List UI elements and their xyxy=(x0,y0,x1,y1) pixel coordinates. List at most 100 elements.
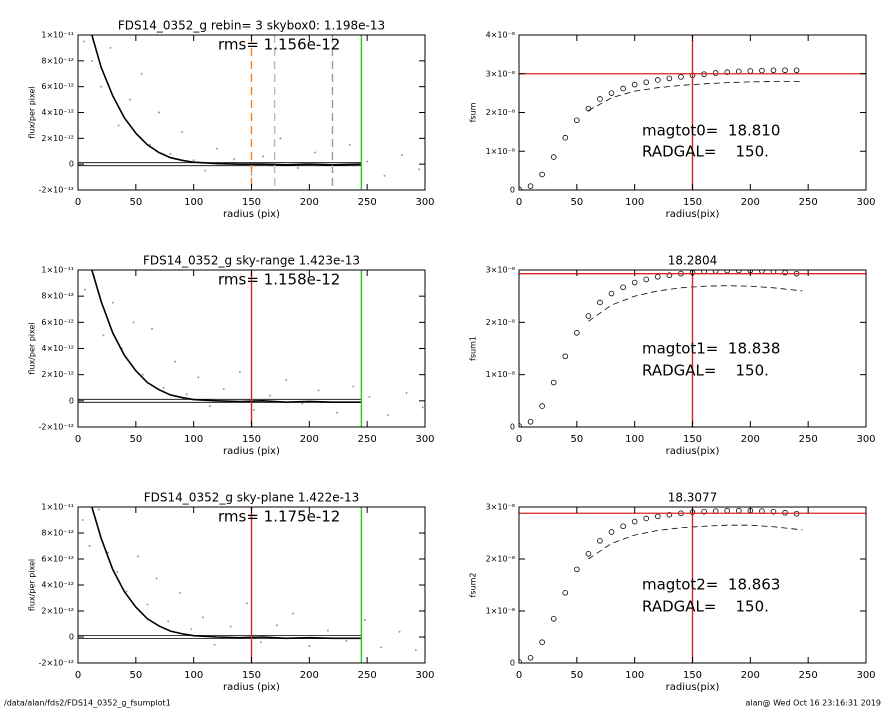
y-tick-label: 1×10⁻¹¹ xyxy=(41,31,74,40)
chart-title: 18.2804 xyxy=(668,254,718,268)
x-tick-label: 0 xyxy=(516,434,522,445)
scatter-point xyxy=(386,414,389,417)
x-tick-label: 0 xyxy=(75,670,81,681)
data-point xyxy=(608,90,615,96)
scatter-point xyxy=(185,393,188,396)
scatter-point xyxy=(151,327,154,330)
data-point xyxy=(620,284,626,291)
annotation: magtot0= 18.810 xyxy=(642,122,780,140)
data-point xyxy=(519,659,522,663)
data-point xyxy=(654,274,661,280)
scatter-point xyxy=(178,591,181,594)
y-tick-label: 4×10⁻¹² xyxy=(41,344,74,353)
y-tick-label: 4×10⁻¹² xyxy=(41,581,74,590)
scatter-point xyxy=(317,389,320,392)
annotation: magtot1= 18.838 xyxy=(642,340,780,358)
y-tick-label: 2×10⁻⁸ xyxy=(486,555,515,564)
plot-frame xyxy=(518,506,867,664)
data-point xyxy=(701,508,707,515)
x-tick-label: 200 xyxy=(741,670,760,681)
x-tick-label: 100 xyxy=(184,197,203,208)
x-axis-label: radius (pix) xyxy=(223,209,280,220)
x-tick-label: 100 xyxy=(184,670,203,681)
x-tick-label: 100 xyxy=(625,434,644,445)
data-point xyxy=(550,615,557,622)
scatter-point xyxy=(117,124,120,127)
data-point xyxy=(770,67,777,74)
y-tick-label: 0 xyxy=(510,659,515,668)
x-tick-label: 250 xyxy=(358,670,377,681)
x-tick-label: 200 xyxy=(741,197,760,208)
y-tick-label: 0 xyxy=(510,423,515,432)
plot-frame xyxy=(77,34,426,191)
profile-line xyxy=(91,35,362,166)
plot-frame xyxy=(77,506,426,664)
y-tick-label: 6×10⁻¹² xyxy=(41,555,74,564)
scatter-point xyxy=(215,147,218,150)
data-point xyxy=(585,313,592,319)
scatter-point xyxy=(162,386,165,389)
data-point xyxy=(666,75,673,82)
annotation: rms= 1.156e-12 xyxy=(218,36,340,54)
y-axis-label: flux/per pixel xyxy=(28,322,37,374)
scatter-point xyxy=(222,388,225,391)
y-tick-label: 4×10⁻⁸ xyxy=(486,31,515,40)
scatter-point xyxy=(192,159,195,162)
scatter-point xyxy=(204,169,207,172)
data-point xyxy=(562,353,569,360)
scatter-point xyxy=(259,641,262,644)
x-tick-label: 300 xyxy=(856,670,875,681)
plot-area xyxy=(78,35,421,190)
data-point xyxy=(678,74,684,80)
data-point xyxy=(574,566,580,573)
y-axis-label: flux/per pixel xyxy=(28,86,37,138)
scatter-point xyxy=(366,160,369,163)
y-tick-label: 2×10⁻¹² xyxy=(41,134,74,143)
scatter-point xyxy=(279,137,282,140)
data-point xyxy=(597,96,603,102)
x-tick-label: 300 xyxy=(415,670,434,681)
y-axis-label: fsum xyxy=(469,102,478,122)
scatter-point xyxy=(97,508,100,511)
x-tick-label: 50 xyxy=(570,670,583,681)
y-tick-label: 8×10⁻¹² xyxy=(41,56,74,65)
scatter-point xyxy=(100,85,103,88)
x-tick-label: 250 xyxy=(799,670,818,681)
x-tick-label: 0 xyxy=(75,434,81,445)
x-tick-label: 50 xyxy=(129,670,142,681)
data-point xyxy=(735,270,742,274)
x-tick-label: 150 xyxy=(242,434,261,445)
x-tick-label: 150 xyxy=(683,670,702,681)
x-tick-label: 300 xyxy=(856,197,875,208)
y-tick-label: 1×10⁻¹¹ xyxy=(41,266,74,275)
y-tick-label: 0 xyxy=(510,186,515,195)
data-point xyxy=(550,154,557,160)
data-point xyxy=(666,272,673,279)
x-tick-label: 0 xyxy=(516,670,522,681)
y-tick-label: 0 xyxy=(69,160,74,169)
data-point xyxy=(654,513,661,520)
x-tick-label: 200 xyxy=(300,670,319,681)
scatter-point xyxy=(275,624,278,627)
chart-title: FDS14_0352_g rebin= 3 skybox0: 1.198e-13 xyxy=(118,19,385,33)
scatter-point xyxy=(83,288,86,291)
annotation: RADGAL= 150. xyxy=(642,143,769,161)
y-tick-label: 4×10⁻¹² xyxy=(41,108,74,117)
scatter-point xyxy=(250,173,253,176)
y-tick-label: 3×10⁻⁸ xyxy=(486,503,515,512)
annotation: RADGAL= 150. xyxy=(642,362,769,380)
x-tick-label: 300 xyxy=(415,197,434,208)
scatter-point xyxy=(308,645,311,648)
scatter-point xyxy=(174,360,177,363)
x-tick-label: 300 xyxy=(856,434,875,445)
plot-area xyxy=(519,35,866,190)
data-point xyxy=(712,70,719,76)
data-point xyxy=(782,67,788,74)
scatter-point xyxy=(140,72,143,75)
scatter-point xyxy=(418,168,421,171)
y-tick-label: 1×10⁻⁸ xyxy=(486,370,515,379)
scatter-point xyxy=(363,619,366,622)
data-point xyxy=(539,171,545,178)
scatter-point xyxy=(314,151,317,154)
data-point xyxy=(585,550,592,557)
